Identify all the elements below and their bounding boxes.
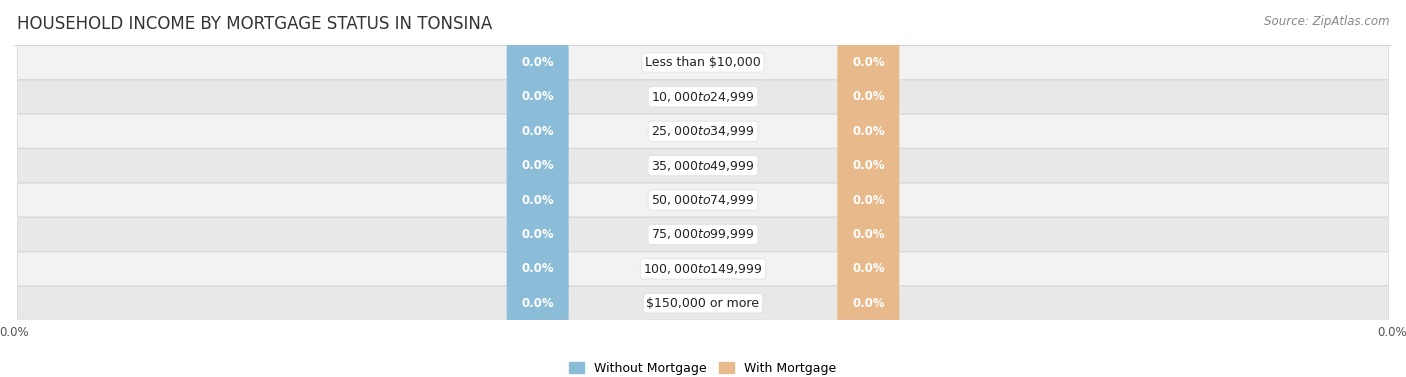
Text: $150,000 or more: $150,000 or more bbox=[647, 297, 759, 310]
FancyBboxPatch shape bbox=[17, 287, 1389, 320]
FancyBboxPatch shape bbox=[506, 104, 568, 159]
FancyBboxPatch shape bbox=[17, 149, 1389, 182]
Text: 0.0%: 0.0% bbox=[852, 193, 884, 207]
Text: $35,000 to $49,999: $35,000 to $49,999 bbox=[651, 159, 755, 173]
FancyBboxPatch shape bbox=[838, 69, 900, 124]
Text: HOUSEHOLD INCOME BY MORTGAGE STATUS IN TONSINA: HOUSEHOLD INCOME BY MORTGAGE STATUS IN T… bbox=[17, 15, 492, 33]
Text: 0.0%: 0.0% bbox=[852, 228, 884, 241]
Text: 0.0%: 0.0% bbox=[852, 90, 884, 103]
Text: 0.0%: 0.0% bbox=[852, 125, 884, 138]
FancyBboxPatch shape bbox=[506, 173, 568, 228]
FancyBboxPatch shape bbox=[838, 104, 900, 159]
Text: 0.0%: 0.0% bbox=[522, 228, 554, 241]
Text: 0.0%: 0.0% bbox=[522, 262, 554, 275]
Text: Less than $10,000: Less than $10,000 bbox=[645, 56, 761, 69]
FancyBboxPatch shape bbox=[17, 183, 1389, 217]
Text: 0.0%: 0.0% bbox=[522, 159, 554, 172]
FancyBboxPatch shape bbox=[506, 69, 568, 124]
FancyBboxPatch shape bbox=[838, 35, 900, 90]
FancyBboxPatch shape bbox=[838, 207, 900, 262]
FancyBboxPatch shape bbox=[506, 207, 568, 262]
Text: 0.0%: 0.0% bbox=[522, 297, 554, 310]
Text: 0.0%: 0.0% bbox=[522, 193, 554, 207]
FancyBboxPatch shape bbox=[506, 138, 568, 193]
Text: $50,000 to $74,999: $50,000 to $74,999 bbox=[651, 193, 755, 207]
FancyBboxPatch shape bbox=[506, 276, 568, 331]
FancyBboxPatch shape bbox=[838, 241, 900, 296]
Text: $75,000 to $99,999: $75,000 to $99,999 bbox=[651, 227, 755, 241]
FancyBboxPatch shape bbox=[17, 114, 1389, 148]
FancyBboxPatch shape bbox=[17, 80, 1389, 114]
FancyBboxPatch shape bbox=[17, 218, 1389, 251]
Text: 0.0%: 0.0% bbox=[522, 90, 554, 103]
FancyBboxPatch shape bbox=[838, 138, 900, 193]
Text: 0.0%: 0.0% bbox=[852, 262, 884, 275]
Text: Source: ZipAtlas.com: Source: ZipAtlas.com bbox=[1264, 15, 1389, 28]
Text: $25,000 to $34,999: $25,000 to $34,999 bbox=[651, 124, 755, 138]
Text: 0.0%: 0.0% bbox=[852, 159, 884, 172]
Text: 0.0%: 0.0% bbox=[852, 56, 884, 69]
Legend: Without Mortgage, With Mortgage: Without Mortgage, With Mortgage bbox=[569, 362, 837, 375]
FancyBboxPatch shape bbox=[506, 35, 568, 90]
Text: $100,000 to $149,999: $100,000 to $149,999 bbox=[644, 262, 762, 276]
Text: $10,000 to $24,999: $10,000 to $24,999 bbox=[651, 90, 755, 104]
FancyBboxPatch shape bbox=[838, 173, 900, 228]
FancyBboxPatch shape bbox=[17, 46, 1389, 79]
FancyBboxPatch shape bbox=[838, 276, 900, 331]
Text: 0.0%: 0.0% bbox=[522, 56, 554, 69]
FancyBboxPatch shape bbox=[506, 241, 568, 296]
Text: 0.0%: 0.0% bbox=[852, 297, 884, 310]
Text: 0.0%: 0.0% bbox=[522, 125, 554, 138]
FancyBboxPatch shape bbox=[17, 252, 1389, 286]
